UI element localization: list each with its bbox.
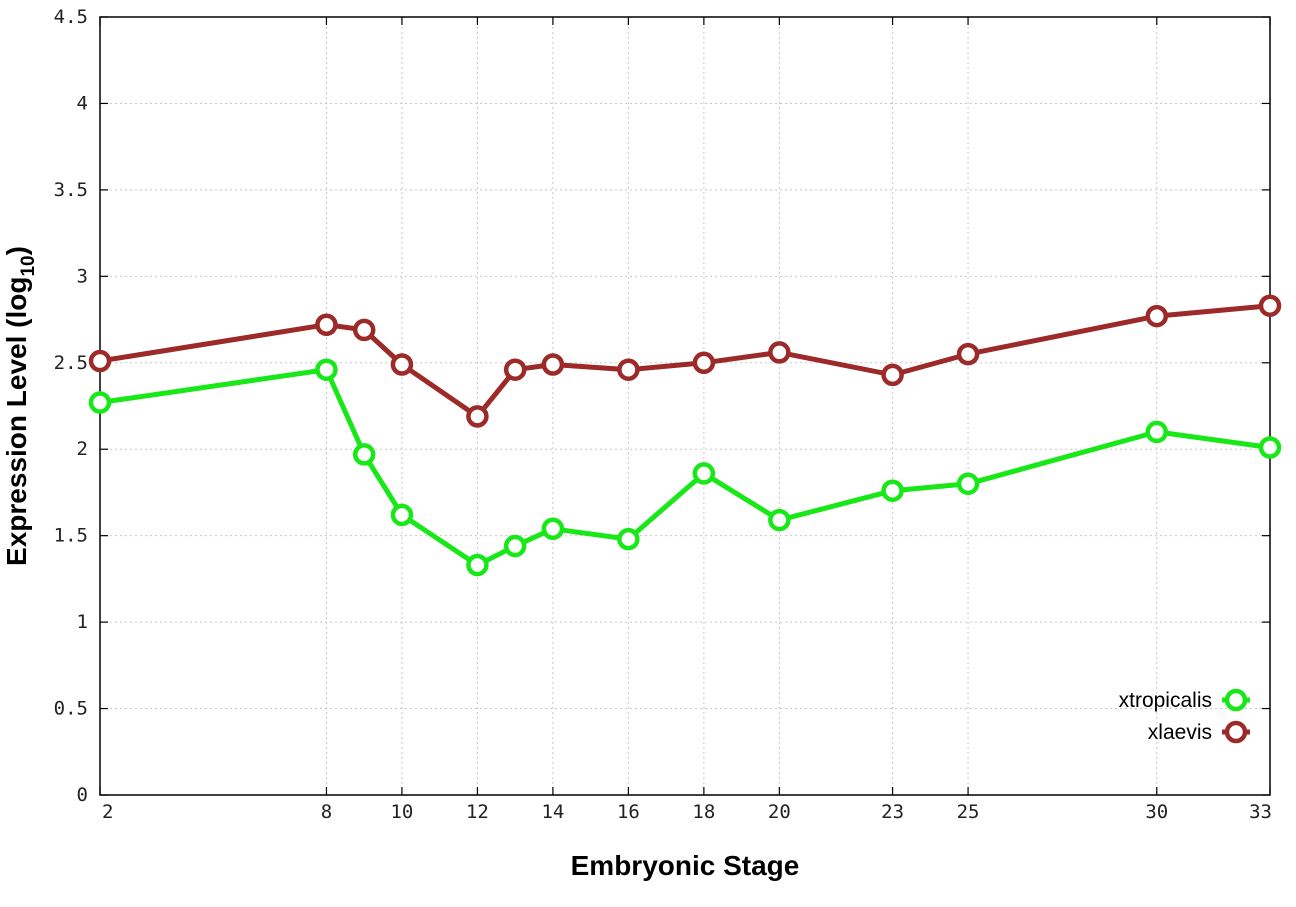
x-axis-title: Embryonic Stage (571, 850, 800, 881)
point-xtropicalis (315, 358, 338, 381)
point-xlaevis (768, 341, 791, 364)
legend-marker-xtropicalis (1224, 688, 1248, 712)
point-xlaevis (390, 353, 414, 376)
point-xtropicalis (541, 517, 565, 541)
point-xlaevis (881, 363, 904, 387)
point-xtropicalis (1145, 420, 1169, 444)
point-xtropicalis (692, 462, 716, 485)
y-tick-label: 0 (77, 784, 88, 806)
y-axis-title: Expression Level (log10) (1, 246, 39, 566)
point-xlaevis (88, 349, 112, 373)
y-tick-label: 3 (77, 265, 88, 287)
y-tick-label: 4.5 (54, 6, 88, 28)
x-tick-label: 18 (692, 801, 715, 823)
point-xtropicalis (956, 472, 980, 496)
series-line-xlaevis (99, 303, 1271, 419)
point-xlaevis (617, 358, 640, 381)
y-axis-title-close: ) (1, 246, 32, 255)
point-xlaevis (503, 358, 527, 381)
y-tick-label: 1 (77, 611, 88, 633)
point-xlaevis (352, 318, 376, 342)
series-lines (88, 294, 1282, 577)
point-xlaevis (692, 351, 716, 375)
legend-label-xtropicalis: xtropicalis (1119, 689, 1212, 712)
x-tick-label: 20 (768, 801, 791, 823)
x-tick-label: 23 (881, 801, 904, 823)
point-xlaevis (1145, 304, 1169, 328)
y-tick-label: 3.5 (54, 179, 88, 201)
series-line-xtropicalis (99, 367, 1271, 568)
y-tick-label: 0.5 (54, 698, 88, 720)
x-tick-label: 2 (102, 801, 113, 823)
x-tick-label: 30 (1145, 801, 1168, 823)
point-xtropicalis (617, 527, 640, 551)
point-xlaevis (541, 353, 565, 376)
y-axis-title-subscript: 10 (18, 255, 39, 276)
x-tick-label: 12 (466, 801, 489, 823)
legend: xtropicalis xlaevis (1119, 688, 1250, 744)
point-xtropicalis (88, 391, 112, 414)
x-tick-label: 8 (321, 801, 332, 823)
axis-ticks: 0 0.5 1 1.5 2 2.5 3 3.5 4 4.5 2 8 10 12 14 16 18 20 23 25 30… (54, 6, 1272, 823)
x-tick-label: 25 (957, 801, 980, 823)
point-xlaevis (956, 342, 980, 366)
x-tick-label: 14 (541, 801, 564, 823)
y-axis-title-main: Expression Level (log (1, 277, 32, 566)
legend-label-xlaevis: xlaevis (1148, 721, 1212, 744)
point-xlaevis (466, 405, 489, 428)
point-xtropicalis (768, 508, 791, 532)
point-xlaevis (1258, 294, 1282, 317)
x-tick-label: 33 (1249, 801, 1272, 823)
x-tick-label: 16 (617, 801, 640, 823)
plot-frame (99, 16, 1271, 796)
y-tick-label: 4 (77, 92, 88, 114)
point-xtropicalis (881, 479, 904, 502)
point-xtropicalis (352, 443, 376, 466)
point-xtropicalis (466, 553, 489, 577)
legend-marker-xlaevis (1224, 720, 1248, 744)
y-tick-label: 1.5 (54, 525, 88, 547)
y-tick-label: 2 (77, 438, 88, 460)
point-xtropicalis (503, 534, 527, 558)
y-tick-label: 2.5 (54, 352, 88, 374)
point-xtropicalis (390, 503, 414, 527)
point-xlaevis (315, 313, 338, 336)
x-tick-label: 10 (390, 801, 413, 823)
grid (100, 17, 1270, 795)
point-xtropicalis (1258, 436, 1282, 459)
